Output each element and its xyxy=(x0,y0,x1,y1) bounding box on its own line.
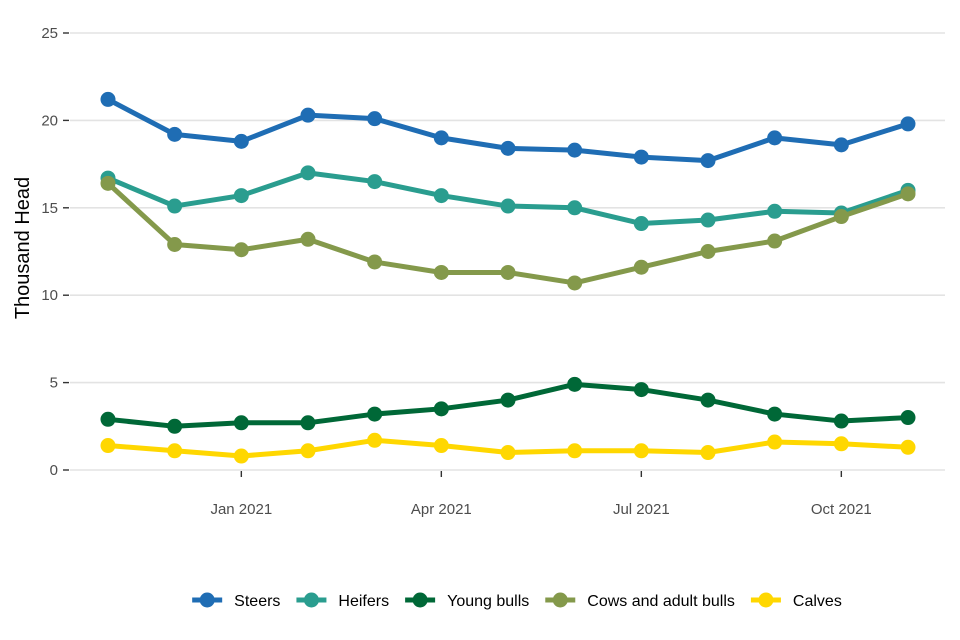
data-point-heifers xyxy=(167,198,183,214)
data-point-steers xyxy=(833,137,849,153)
data-point-steers xyxy=(633,149,649,165)
data-point-young-bulls xyxy=(433,401,449,417)
data-point-steers xyxy=(100,91,116,107)
y-tick-label: 25 xyxy=(41,25,58,42)
series-layer xyxy=(100,91,916,464)
data-point-heifers xyxy=(633,216,649,232)
legend-key-marker xyxy=(199,592,215,608)
data-point-calves xyxy=(233,448,249,464)
data-point-cows-and-adult-bulls xyxy=(300,231,316,247)
legend-key-marker xyxy=(552,592,568,608)
legend-label: Steers xyxy=(234,593,280,610)
data-point-calves xyxy=(633,443,649,459)
data-point-steers xyxy=(767,130,783,146)
legend-item-heifers: Heifers xyxy=(296,592,389,610)
legend-key-marker xyxy=(303,592,319,608)
x-tick-label: Apr 2021 xyxy=(411,501,472,518)
y-tick-label: 5 xyxy=(50,375,58,392)
legend-item-cows-and-adult-bulls: Cows and adult bulls xyxy=(545,592,735,610)
legend-item-calves: Calves xyxy=(750,592,842,610)
data-point-calves xyxy=(500,445,516,461)
data-point-young-bulls xyxy=(167,418,183,434)
legend-key-marker xyxy=(758,592,774,608)
data-point-calves xyxy=(367,432,383,448)
data-point-calves xyxy=(567,443,583,459)
legend-item-young-bulls: Young bulls xyxy=(405,592,529,610)
data-point-steers xyxy=(433,130,449,146)
data-point-cows-and-adult-bulls xyxy=(167,237,183,253)
data-point-calves xyxy=(300,443,316,459)
series-cows-and-adult-bulls xyxy=(100,175,916,291)
legend-label: Calves xyxy=(793,593,842,610)
data-point-young-bulls xyxy=(900,410,916,426)
data-point-steers xyxy=(567,142,583,158)
data-point-steers xyxy=(367,111,383,127)
data-point-steers xyxy=(233,133,249,149)
data-point-heifers xyxy=(367,174,383,190)
data-point-heifers xyxy=(700,212,716,228)
data-point-heifers xyxy=(300,165,316,181)
data-point-steers xyxy=(700,153,716,169)
data-point-cows-and-adult-bulls xyxy=(633,259,649,275)
x-tick-label: Oct 2021 xyxy=(811,501,872,518)
legend-label: Cows and adult bulls xyxy=(587,593,735,610)
data-point-young-bulls xyxy=(633,382,649,398)
data-point-heifers xyxy=(433,188,449,204)
data-point-cows-and-adult-bulls xyxy=(367,254,383,270)
legend-label: Heifers xyxy=(338,593,389,610)
data-point-cows-and-adult-bulls xyxy=(433,264,449,280)
data-point-cows-and-adult-bulls xyxy=(767,233,783,249)
axis-layer: 0 5 10 15 20 25 Jan 2021 Apr 2021 Jul 2021 Oct 20… xyxy=(41,25,871,518)
data-point-steers xyxy=(500,140,516,156)
data-point-young-bulls xyxy=(300,415,316,431)
data-point-young-bulls xyxy=(567,376,583,392)
data-point-calves xyxy=(433,438,449,454)
data-point-calves xyxy=(767,434,783,450)
grid-layer xyxy=(70,32,945,471)
x-tick-label: Jan 2021 xyxy=(210,501,272,518)
y-tick-label: 0 xyxy=(50,462,58,479)
data-point-young-bulls xyxy=(833,413,849,429)
y-axis-title: Thousand Head xyxy=(12,177,34,319)
data-point-young-bulls xyxy=(100,411,116,427)
data-point-steers xyxy=(300,107,316,123)
data-point-young-bulls xyxy=(700,392,716,408)
data-point-cows-and-adult-bulls xyxy=(700,244,716,259)
data-point-heifers xyxy=(567,200,583,216)
data-point-young-bulls xyxy=(367,406,383,422)
data-point-calves xyxy=(700,445,716,461)
data-point-calves xyxy=(833,436,849,452)
y-tick-label: 15 xyxy=(41,200,58,217)
y-tick-label: 10 xyxy=(41,287,58,304)
data-point-cows-and-adult-bulls xyxy=(233,242,249,258)
data-point-cows-and-adult-bulls xyxy=(500,264,516,280)
data-point-young-bulls xyxy=(767,406,783,422)
x-tick-label: Jul 2021 xyxy=(613,501,670,518)
data-point-cows-and-adult-bulls xyxy=(833,209,849,225)
data-point-cows-and-adult-bulls xyxy=(900,186,916,202)
data-point-calves xyxy=(900,439,916,455)
series-young-bulls xyxy=(100,376,916,434)
data-point-steers xyxy=(900,116,916,132)
legend-label: Young bulls xyxy=(447,593,529,610)
series-heifers xyxy=(100,165,916,232)
legend-item-steers: Steers xyxy=(192,592,280,610)
data-point-young-bulls xyxy=(500,392,516,408)
series-steers xyxy=(100,91,916,169)
data-point-heifers xyxy=(233,188,249,204)
data-point-steers xyxy=(167,126,183,142)
data-point-young-bulls xyxy=(233,415,249,431)
series-calves xyxy=(100,432,916,464)
series-line-heifers xyxy=(105,170,911,227)
data-point-calves xyxy=(100,438,116,454)
data-point-calves xyxy=(167,443,183,459)
data-point-cows-and-adult-bulls xyxy=(100,175,116,191)
legend: Steers Heifers Young bulls Cows and adult b… xyxy=(192,592,842,610)
data-point-heifers xyxy=(500,198,516,214)
y-tick-label: 20 xyxy=(41,112,58,129)
data-point-cows-and-adult-bulls xyxy=(567,275,583,291)
data-point-heifers xyxy=(767,203,783,219)
legend-key-marker xyxy=(412,592,428,608)
